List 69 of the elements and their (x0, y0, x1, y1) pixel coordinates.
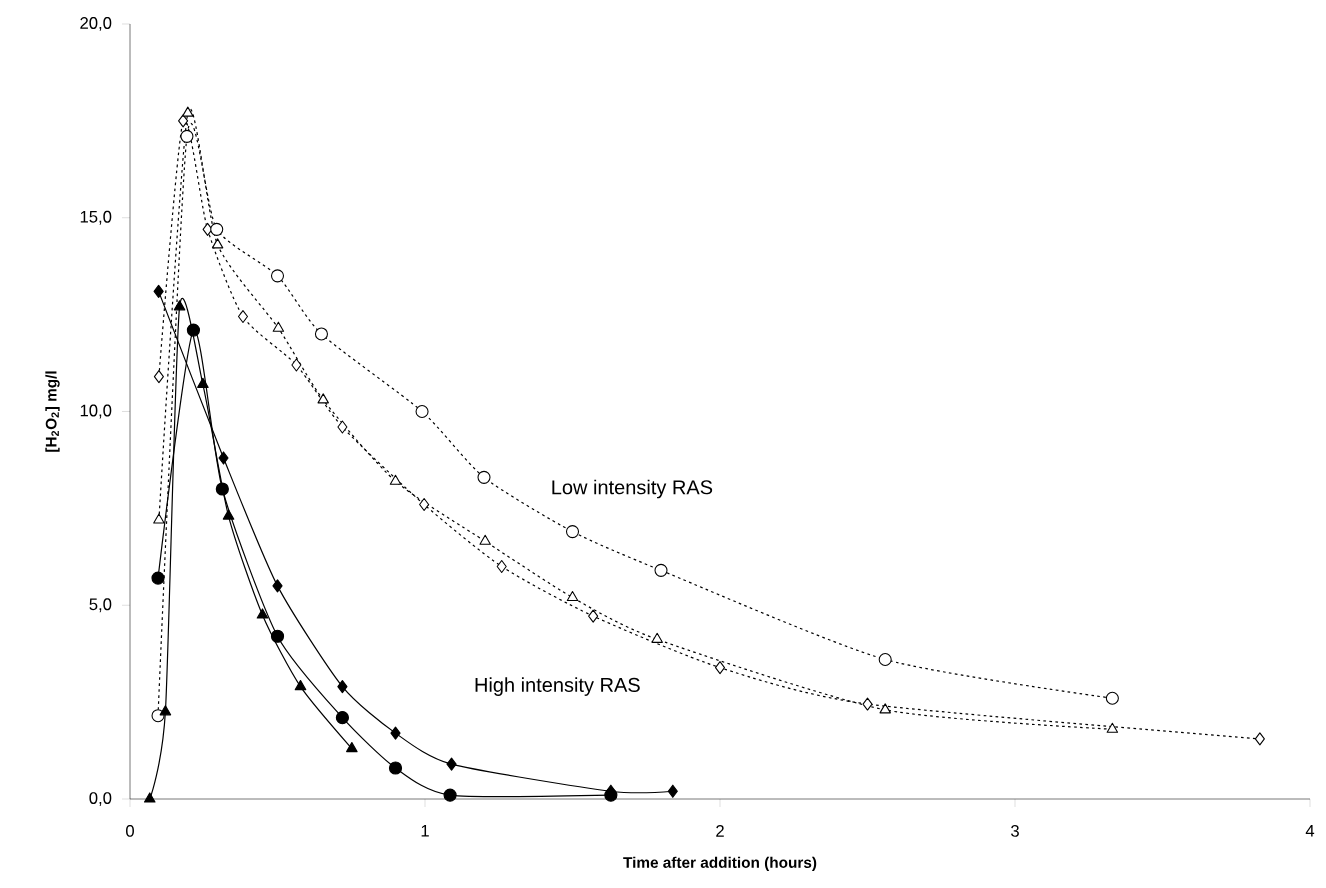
point (186, 323, 201, 337)
point (159, 705, 172, 716)
point (218, 451, 229, 465)
point (479, 534, 491, 545)
point (151, 571, 165, 585)
y-axis-title: [H$_{2}$O$_{2}$] mg/l (45, 371, 60, 452)
point (182, 106, 194, 117)
y-tick-label: 10,0 (80, 404, 112, 419)
point (317, 393, 329, 404)
point (270, 269, 285, 283)
point (566, 590, 579, 602)
point (337, 680, 348, 694)
point (173, 300, 186, 311)
x-tick-label: 0 (126, 825, 134, 837)
point (415, 404, 429, 419)
point (651, 632, 663, 643)
point (496, 559, 507, 574)
y-tick-label: 20,0 (80, 17, 112, 31)
point (337, 420, 348, 434)
y-tick-label: 0,0 (89, 792, 112, 806)
point (335, 711, 349, 725)
point (272, 579, 283, 593)
point (272, 321, 285, 332)
point (314, 327, 328, 341)
point (588, 609, 599, 623)
point (346, 742, 358, 753)
point (667, 784, 678, 798)
y-tick-label: 5,0 (89, 598, 112, 613)
point (1105, 691, 1119, 705)
point (388, 761, 403, 775)
point (446, 757, 457, 771)
y-tick-label: 15,0 (80, 210, 112, 225)
point (862, 697, 873, 711)
x-tick-label: 3 (1011, 825, 1019, 837)
point (211, 238, 224, 249)
point (654, 563, 668, 577)
x-axis-title: Time after addition (hours) (623, 856, 817, 871)
point (1254, 732, 1265, 746)
annotation: High intensity RAS (475, 677, 640, 696)
point (153, 370, 164, 384)
point (215, 482, 229, 496)
point (419, 497, 430, 512)
point (143, 792, 156, 803)
point (153, 513, 165, 524)
point (879, 703, 891, 714)
x-tick-label: 4 (1305, 825, 1315, 837)
point (153, 284, 164, 298)
point (714, 661, 726, 675)
point (210, 222, 224, 236)
point (389, 474, 402, 485)
point (291, 358, 302, 372)
point (222, 509, 235, 520)
annotation: Low intensity RAS (552, 479, 713, 499)
point (180, 129, 194, 143)
point (443, 788, 457, 802)
point (197, 377, 209, 388)
point (477, 470, 491, 484)
x-tick-label: 2 (716, 825, 724, 837)
point (565, 525, 580, 539)
point (151, 709, 165, 723)
point (878, 652, 892, 667)
point (390, 726, 401, 740)
point (1106, 722, 1119, 733)
point (270, 629, 285, 643)
point (294, 680, 307, 691)
x-tick-label: 1 (421, 825, 429, 837)
point (237, 310, 249, 324)
point (178, 114, 189, 128)
point (256, 608, 269, 619)
